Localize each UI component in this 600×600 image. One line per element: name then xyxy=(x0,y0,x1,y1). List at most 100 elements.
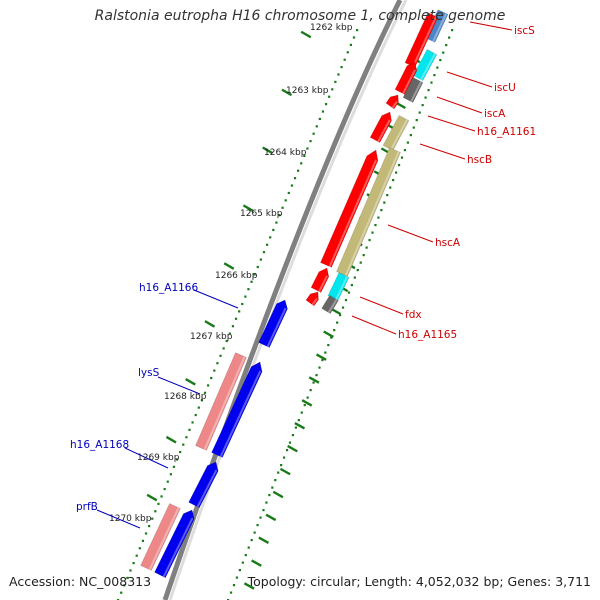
outer-tick-dot xyxy=(265,501,268,504)
outer-tick-dot xyxy=(341,306,345,309)
tick-dots xyxy=(117,29,454,600)
inner-tick-dot xyxy=(185,436,188,439)
gene-iscu-arrow[interactable] xyxy=(412,48,438,82)
outer-tick-dot xyxy=(365,246,368,249)
map-title: Ralstonia eutropha H16 chromosome 1, com… xyxy=(94,8,506,24)
inner-tick-dot xyxy=(356,29,359,32)
gene-label-h16-a1165[interactable]: h16_A1165 xyxy=(398,329,457,341)
gene-label-fdx[interactable]: fdx xyxy=(405,309,422,321)
inner-tick-dot xyxy=(300,162,303,165)
outer-tick-dot xyxy=(451,29,454,32)
gene-label-hscb[interactable]: hscB xyxy=(467,154,492,166)
inner-tick-dot xyxy=(132,561,135,565)
outer-tick-dot xyxy=(350,284,353,287)
inner-tick-dot xyxy=(318,117,321,121)
gene-h16-a1166-arrow-shine xyxy=(266,307,287,348)
gene-iscs2-arrow-shine xyxy=(402,69,416,95)
outer-tick-dot xyxy=(433,74,436,77)
gene-h16-a1161-arrow[interactable] xyxy=(385,94,399,110)
outer-tick-dot xyxy=(312,381,315,384)
gene-iscs-arrow-shine xyxy=(412,16,438,67)
gene-h16-a1161-arrow-shine xyxy=(391,101,398,109)
outer-tick-dot xyxy=(436,66,439,69)
inner-tick-dot xyxy=(197,406,200,409)
gene-label-iscu[interactable]: iscU xyxy=(494,82,516,94)
outer-tick-dot xyxy=(285,449,289,452)
inner-tick-dot xyxy=(231,325,235,328)
gene-hsca2-arrow-shine xyxy=(344,151,400,276)
gene-prfb-arrow[interactable] xyxy=(140,503,181,571)
outer-tick-dot xyxy=(253,531,256,534)
gene-label-prfb[interactable]: prfB xyxy=(76,501,98,513)
outer-minor-tick xyxy=(265,513,277,522)
outer-tick-dot xyxy=(229,591,233,594)
gene-lyss2-arrow[interactable] xyxy=(211,361,263,458)
outer-tick-dot xyxy=(406,141,409,144)
gene-label-isca[interactable]: iscA xyxy=(484,108,506,120)
outer-tick-dot xyxy=(306,396,309,399)
inner-tick-dot xyxy=(306,147,309,150)
inner-tick-dot xyxy=(272,228,275,232)
gene-prfb2-arrow[interactable] xyxy=(154,509,195,579)
outer-tick-dot xyxy=(259,516,262,519)
gene-hsca-arrow[interactable] xyxy=(320,149,379,268)
genome-summary: Topology: circular; Length: 4,052,032 bp… xyxy=(247,574,591,589)
inner-major-tick xyxy=(262,146,273,155)
outer-minor-tick xyxy=(251,559,262,567)
gene-iscs2-arrow[interactable] xyxy=(394,61,418,95)
gene-isca2-arrow-shine xyxy=(410,81,423,103)
inner-scale-ticks xyxy=(146,30,312,502)
gene-h16-a1161b-arrow-shine xyxy=(377,119,391,143)
gene-isca2-arrow[interactable] xyxy=(402,77,424,103)
gene-h16-a1168-arrow[interactable] xyxy=(188,461,219,509)
inner-major-tick xyxy=(300,30,312,39)
gene-label-h16-a1166[interactable]: h16_A1166 xyxy=(139,282,198,294)
outer-tick-dot xyxy=(397,164,401,167)
inner-tick-dot xyxy=(278,214,281,217)
gene-label-lyss[interactable]: lysS xyxy=(138,367,160,379)
inner-tick-dot xyxy=(287,191,290,195)
inner-tick-dot xyxy=(225,339,228,343)
outer-tick-dot xyxy=(283,456,286,459)
outer-tick-dot xyxy=(386,194,389,197)
inner-tick-dot xyxy=(216,362,219,365)
inner-tick-dot xyxy=(293,177,297,180)
leader-hscb xyxy=(419,143,466,160)
inner-tick-dot xyxy=(247,288,250,291)
outer-tick-dot xyxy=(288,441,292,444)
gene-h16-a1161b-arrow[interactable] xyxy=(369,111,392,144)
gene-h16-a1166-arrow[interactable] xyxy=(258,299,288,348)
gene-hscb-arrow[interactable] xyxy=(382,114,410,152)
outer-tick-dot xyxy=(247,546,250,549)
gene-h16-a1164-arrow[interactable] xyxy=(305,291,319,307)
gene-hsca2-arrow[interactable] xyxy=(336,147,401,277)
inner-tick-dot xyxy=(135,554,138,557)
outer-tick-dot xyxy=(268,494,271,497)
inner-tick-dot xyxy=(138,547,141,550)
gene-label-iscs[interactable]: iscS xyxy=(514,25,535,37)
outer-minor-tick xyxy=(279,467,291,476)
gene-iscs-arrow[interactable] xyxy=(404,12,439,68)
gene-hscb-arrow-shine xyxy=(390,119,408,151)
gene-label-h16-a1161[interactable]: h16_A1161 xyxy=(477,126,536,138)
inner-tick-dot xyxy=(210,376,213,380)
outer-minor-tick xyxy=(323,330,334,338)
inner-tick-dot xyxy=(163,487,166,491)
gene-fdx-arrow[interactable] xyxy=(310,267,330,293)
gene-label-h16-a1168[interactable]: h16_A1168 xyxy=(70,439,129,451)
outer-minor-tick xyxy=(243,582,255,590)
outer-tick-dot xyxy=(271,486,274,489)
inner-tick-dot xyxy=(275,221,278,224)
gene-h16-a1165-arrow[interactable] xyxy=(321,294,339,315)
inner-tick-dot xyxy=(157,502,160,505)
leader-isca xyxy=(436,96,483,114)
outer-minor-tick xyxy=(272,490,284,499)
inner-tick-dot xyxy=(234,317,238,320)
gene-label-hsca[interactable]: hscA xyxy=(435,237,461,249)
outer-tick-dot xyxy=(250,539,253,542)
outer-tick-dot xyxy=(380,209,383,212)
outer-tick-dot xyxy=(294,426,297,429)
outer-tick-dot xyxy=(315,374,318,377)
gene-lyss-arrow[interactable] xyxy=(195,352,247,451)
